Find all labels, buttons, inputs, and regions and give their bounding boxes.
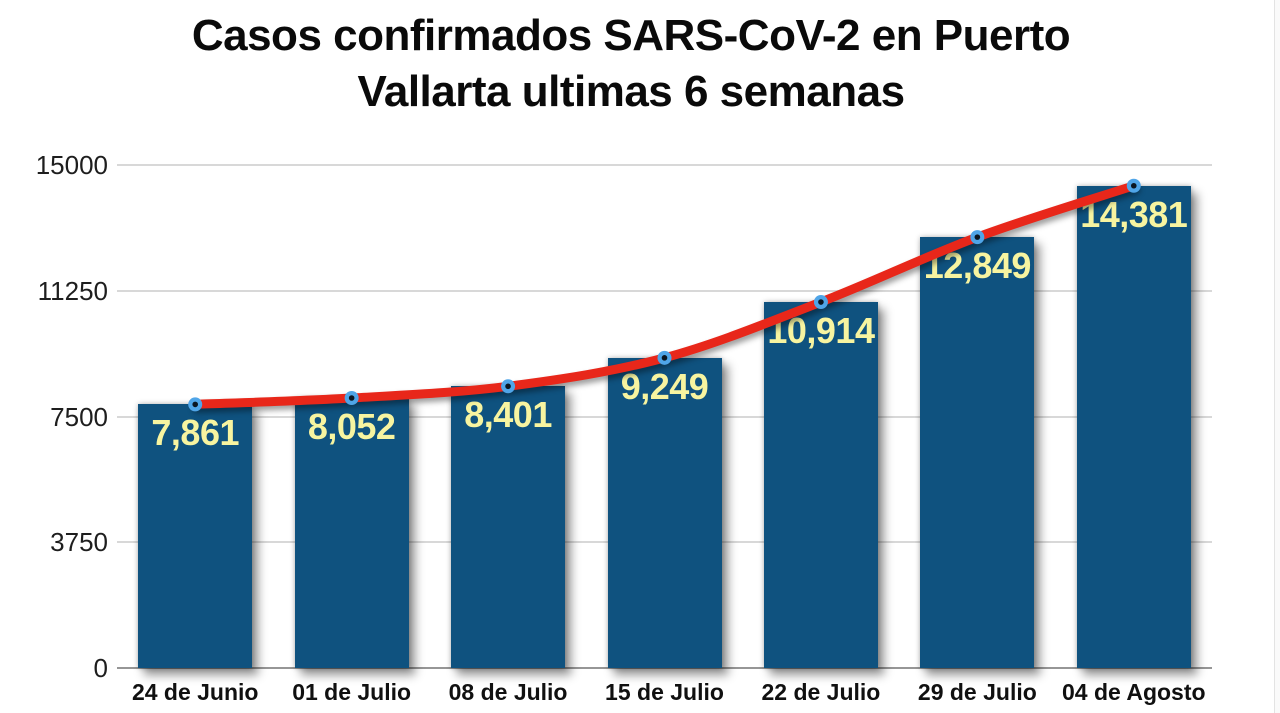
bar-24 de Junio: 7,861 — [138, 404, 253, 668]
y-axis-tick-label: 7500 — [50, 401, 108, 432]
chart-title-line-2: Vallarta ultimas 6 semanas — [357, 67, 905, 116]
window-edge — [1274, 0, 1280, 713]
gridline-11250 — [117, 289, 1212, 292]
bar-08 de Julio: 8,401 — [451, 386, 566, 668]
bar-value-label: 14,381 — [1080, 193, 1188, 235]
x-axis-label: 01 de Julio — [292, 679, 412, 705]
x-axis-label: 22 de Julio — [761, 679, 881, 705]
chart-title: Casos confirmados SARS-CoV-2 en Puerto V… — [0, 8, 1262, 120]
bar-22 de Julio: 10,914 — [763, 302, 878, 668]
y-axis-tick-label: 3750 — [50, 527, 108, 558]
bar-04 de Agosto: 14,381 — [1076, 185, 1191, 668]
x-axis-label: 24 de Junio — [131, 679, 259, 705]
y-axis-tick-label: 0 — [93, 653, 108, 683]
y-axis-tick-label: 15000 — [35, 150, 108, 180]
bar-value-label: 9,249 — [620, 365, 709, 407]
x-axis-label: 08 de Julio — [448, 679, 568, 705]
bar-value-label: 8,052 — [307, 405, 396, 447]
x-axis-label: 29 de Julio — [917, 679, 1037, 705]
bar-01 de Julio: 8,052 — [294, 397, 409, 668]
chart-title-line-1: Casos confirmados SARS-CoV-2 en Puerto — [191, 11, 1071, 60]
x-axis-label: 04 de Agosto — [1061, 679, 1206, 705]
bar-value-label: 7,861 — [151, 412, 239, 454]
gridline-0 — [117, 667, 1212, 669]
bar-value-label: 8,401 — [464, 394, 552, 436]
bar-29 de Julio: 12,849 — [920, 237, 1035, 668]
y-axis-tick-label: 11250 — [37, 275, 108, 306]
x-axis-label: 15 de Julio — [605, 679, 724, 705]
bar-value-label: 10,914 — [767, 310, 875, 352]
bar-value-label: 12,849 — [923, 245, 1032, 287]
bar-15 de Julio: 9,249 — [607, 357, 722, 668]
gridline-15000 — [117, 164, 1212, 166]
